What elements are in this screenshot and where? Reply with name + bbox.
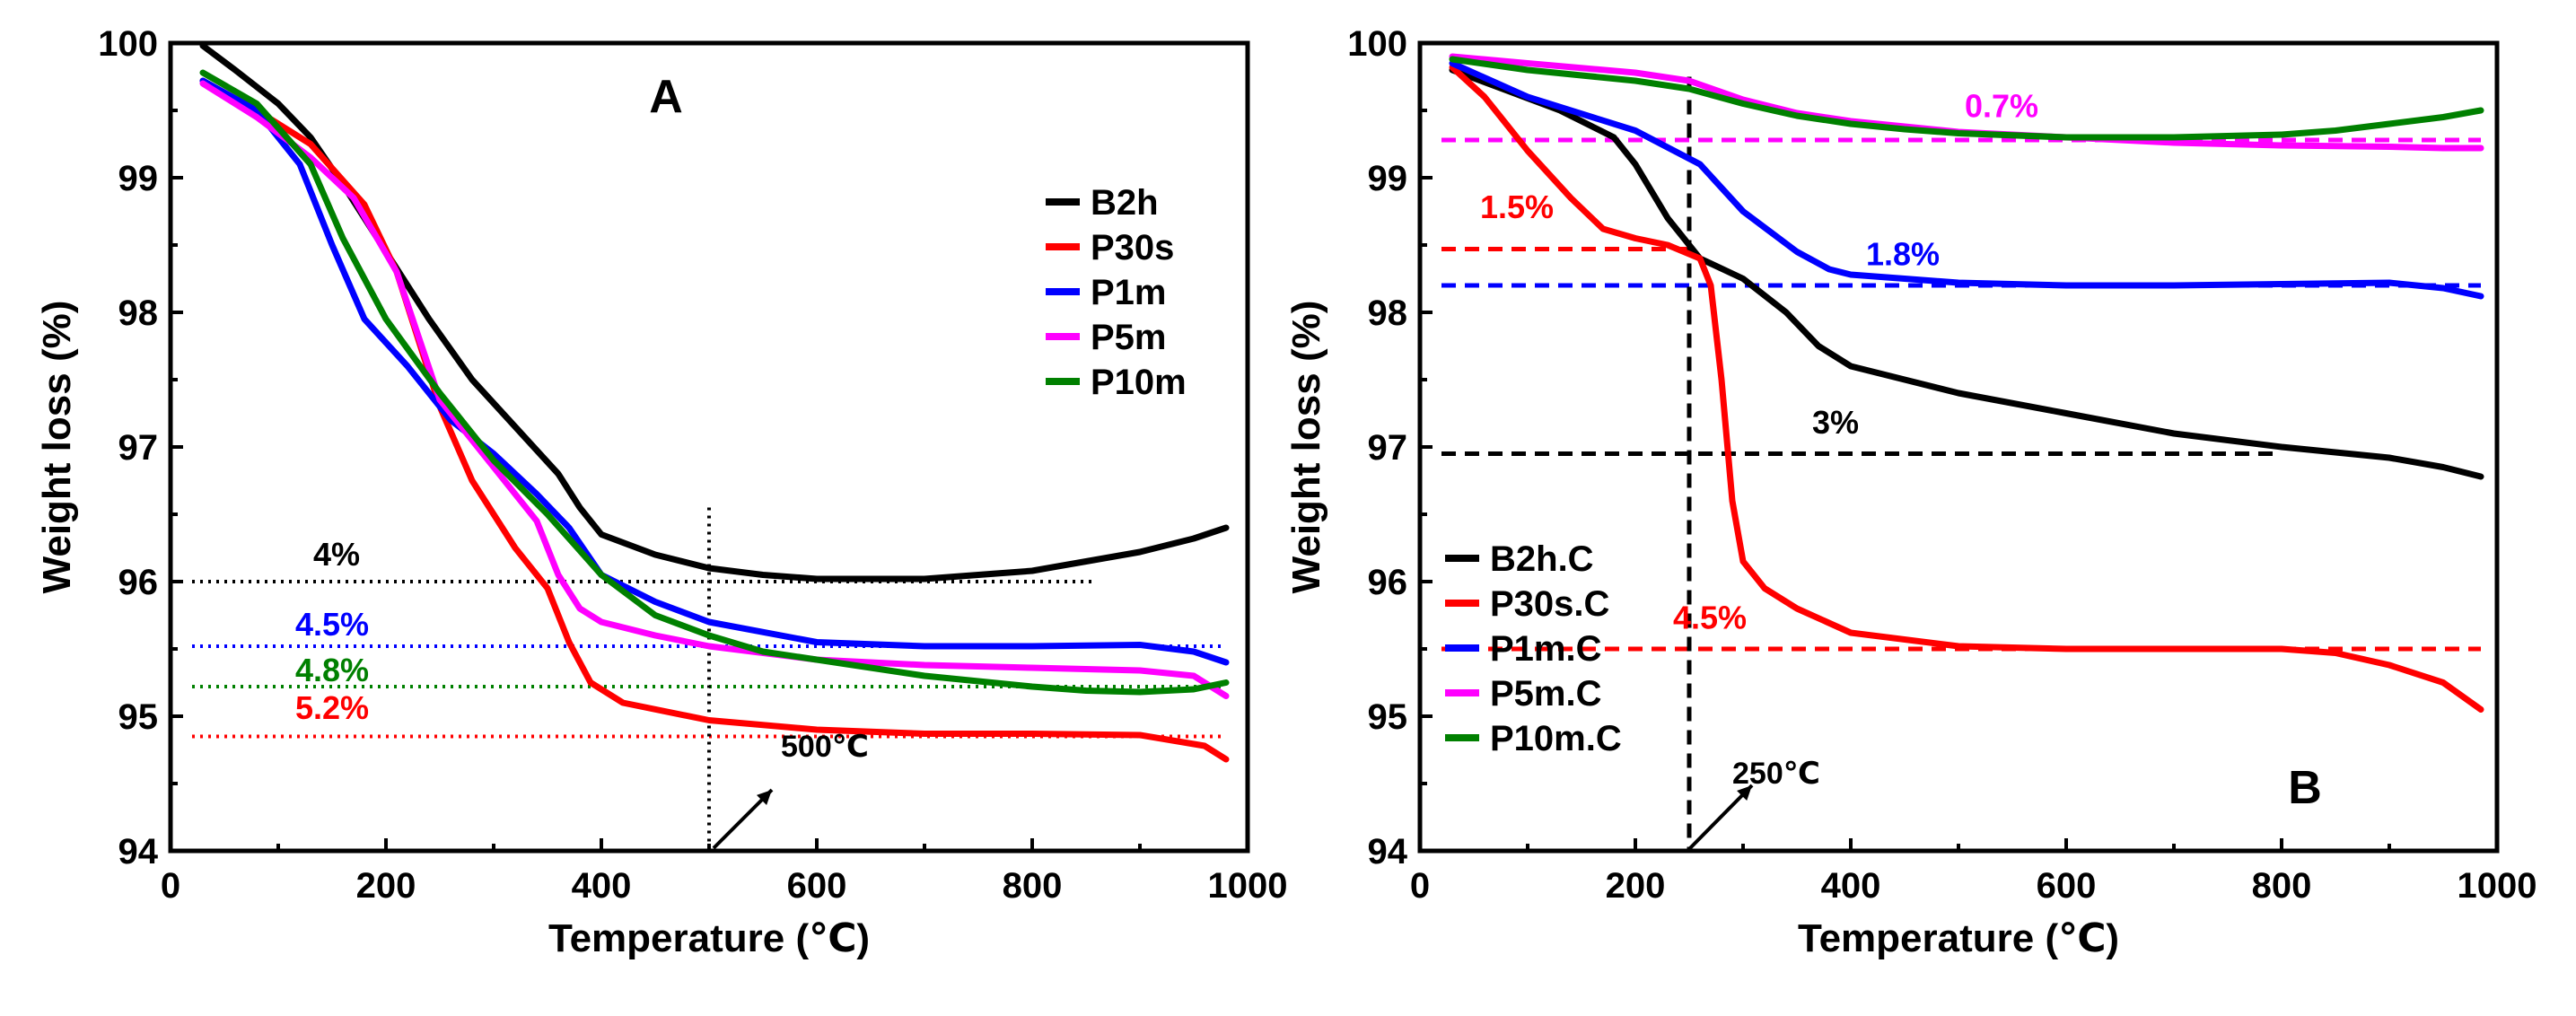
legend-label-P1m: P1m — [1091, 273, 1167, 312]
panel-letter: A — [649, 71, 683, 123]
series-line-P30s.C — [1449, 64, 2484, 713]
x-tick-label: 0 — [161, 866, 180, 906]
reference-label-4.5%: 4.5% — [1673, 600, 1747, 636]
y-tick-label: 97 — [1368, 428, 1408, 468]
reference-label-5.2%: 5.2% — [295, 689, 369, 726]
y-tick-label: 95 — [118, 697, 159, 737]
x-tick-label: 1000 — [2458, 866, 2537, 906]
x-tick-label: 200 — [356, 866, 416, 906]
temperature-arrowhead — [1737, 785, 1752, 801]
y-tick-label: 99 — [118, 159, 159, 198]
y-tick-label: 95 — [1368, 697, 1408, 737]
y-tick-label: 100 — [1347, 24, 1407, 64]
series-line-P10m.C — [1449, 56, 2484, 141]
y-tick-label: 94 — [1368, 832, 1408, 871]
temperature-arrowhead — [757, 790, 772, 805]
y-tick-label: 96 — [118, 563, 159, 602]
reference-label-1.5%: 1.5% — [1480, 188, 1554, 225]
legend-label-P1m.C: P1m.C — [1490, 629, 1602, 669]
reference-label-4.5%: 4.5% — [295, 606, 369, 643]
x-tick-label: 0 — [1410, 866, 1430, 906]
legend-label-P5m: P5m — [1091, 318, 1167, 357]
reference-label-3%: 3% — [1812, 404, 1859, 441]
legend-label-P10m.C: P10m.C — [1490, 719, 1622, 758]
x-axis-title: Temperature (℃) — [548, 916, 870, 960]
y-tick-label: 100 — [98, 24, 158, 64]
y-tick-label: 98 — [1368, 293, 1408, 333]
x-tick-label: 800 — [1003, 866, 1063, 906]
panel-b: 0 200 400 600 800 1000 94 95 96 97 98 99 100 Temperat… — [1284, 24, 2537, 960]
reference-label-1.8%: 1.8% — [1866, 236, 1940, 273]
series-line-B2h.C — [1449, 66, 2484, 480]
legend-label-P5m.C: P5m.C — [1490, 674, 1602, 714]
legend-label-P10m: P10m — [1091, 363, 1187, 402]
series-line-P1m.C — [1449, 60, 2484, 300]
x-tick-label: 400 — [572, 866, 632, 906]
reference-label-0.7%: 0.7% — [1965, 88, 2038, 125]
legend-label-B2h: B2h — [1091, 183, 1159, 223]
y-tick-label: 98 — [118, 293, 159, 333]
reference-label-4%: 4% — [313, 536, 360, 573]
series-line-P30s — [199, 77, 1230, 763]
temperature-annotation: 250℃ — [1732, 757, 1820, 791]
panel-letter: B — [2288, 762, 2322, 814]
panel-a: 0 200 400 600 800 1000 94 95 96 97 98 99 100 Temperat… — [35, 24, 1287, 960]
y-tick-label: 97 — [118, 428, 159, 468]
reference-label-4.8%: 4.8% — [295, 652, 369, 688]
y-tick-label: 94 — [118, 832, 159, 871]
y-axis-title: Weight loss (%) — [1284, 301, 1328, 594]
x-tick-label: 1000 — [1208, 866, 1288, 906]
temperature-arrow — [1686, 784, 1754, 853]
x-tick-label: 600 — [787, 866, 847, 906]
series-line-B2h — [199, 42, 1230, 582]
legend-label-B2h.C: B2h.C — [1490, 539, 1594, 579]
x-tick-label: 200 — [1606, 866, 1666, 906]
temperature-annotation: 500℃ — [781, 730, 869, 764]
series-line-P1m — [199, 77, 1230, 666]
y-tick-label: 99 — [1368, 159, 1408, 198]
x-tick-label: 600 — [2037, 866, 2097, 906]
y-axis-title: Weight loss (%) — [35, 301, 79, 594]
series-line-P10m — [199, 69, 1230, 696]
series-line-P5m — [199, 80, 1230, 699]
x-tick-label: 400 — [1821, 866, 1881, 906]
legend-label-P30s: P30s — [1091, 228, 1174, 267]
x-axis-title: Temperature (℃) — [1798, 916, 2119, 960]
x-tick-label: 800 — [2252, 866, 2312, 906]
y-tick-label: 96 — [1368, 563, 1408, 602]
legend-label-P30s.C: P30s.C — [1490, 584, 1609, 624]
